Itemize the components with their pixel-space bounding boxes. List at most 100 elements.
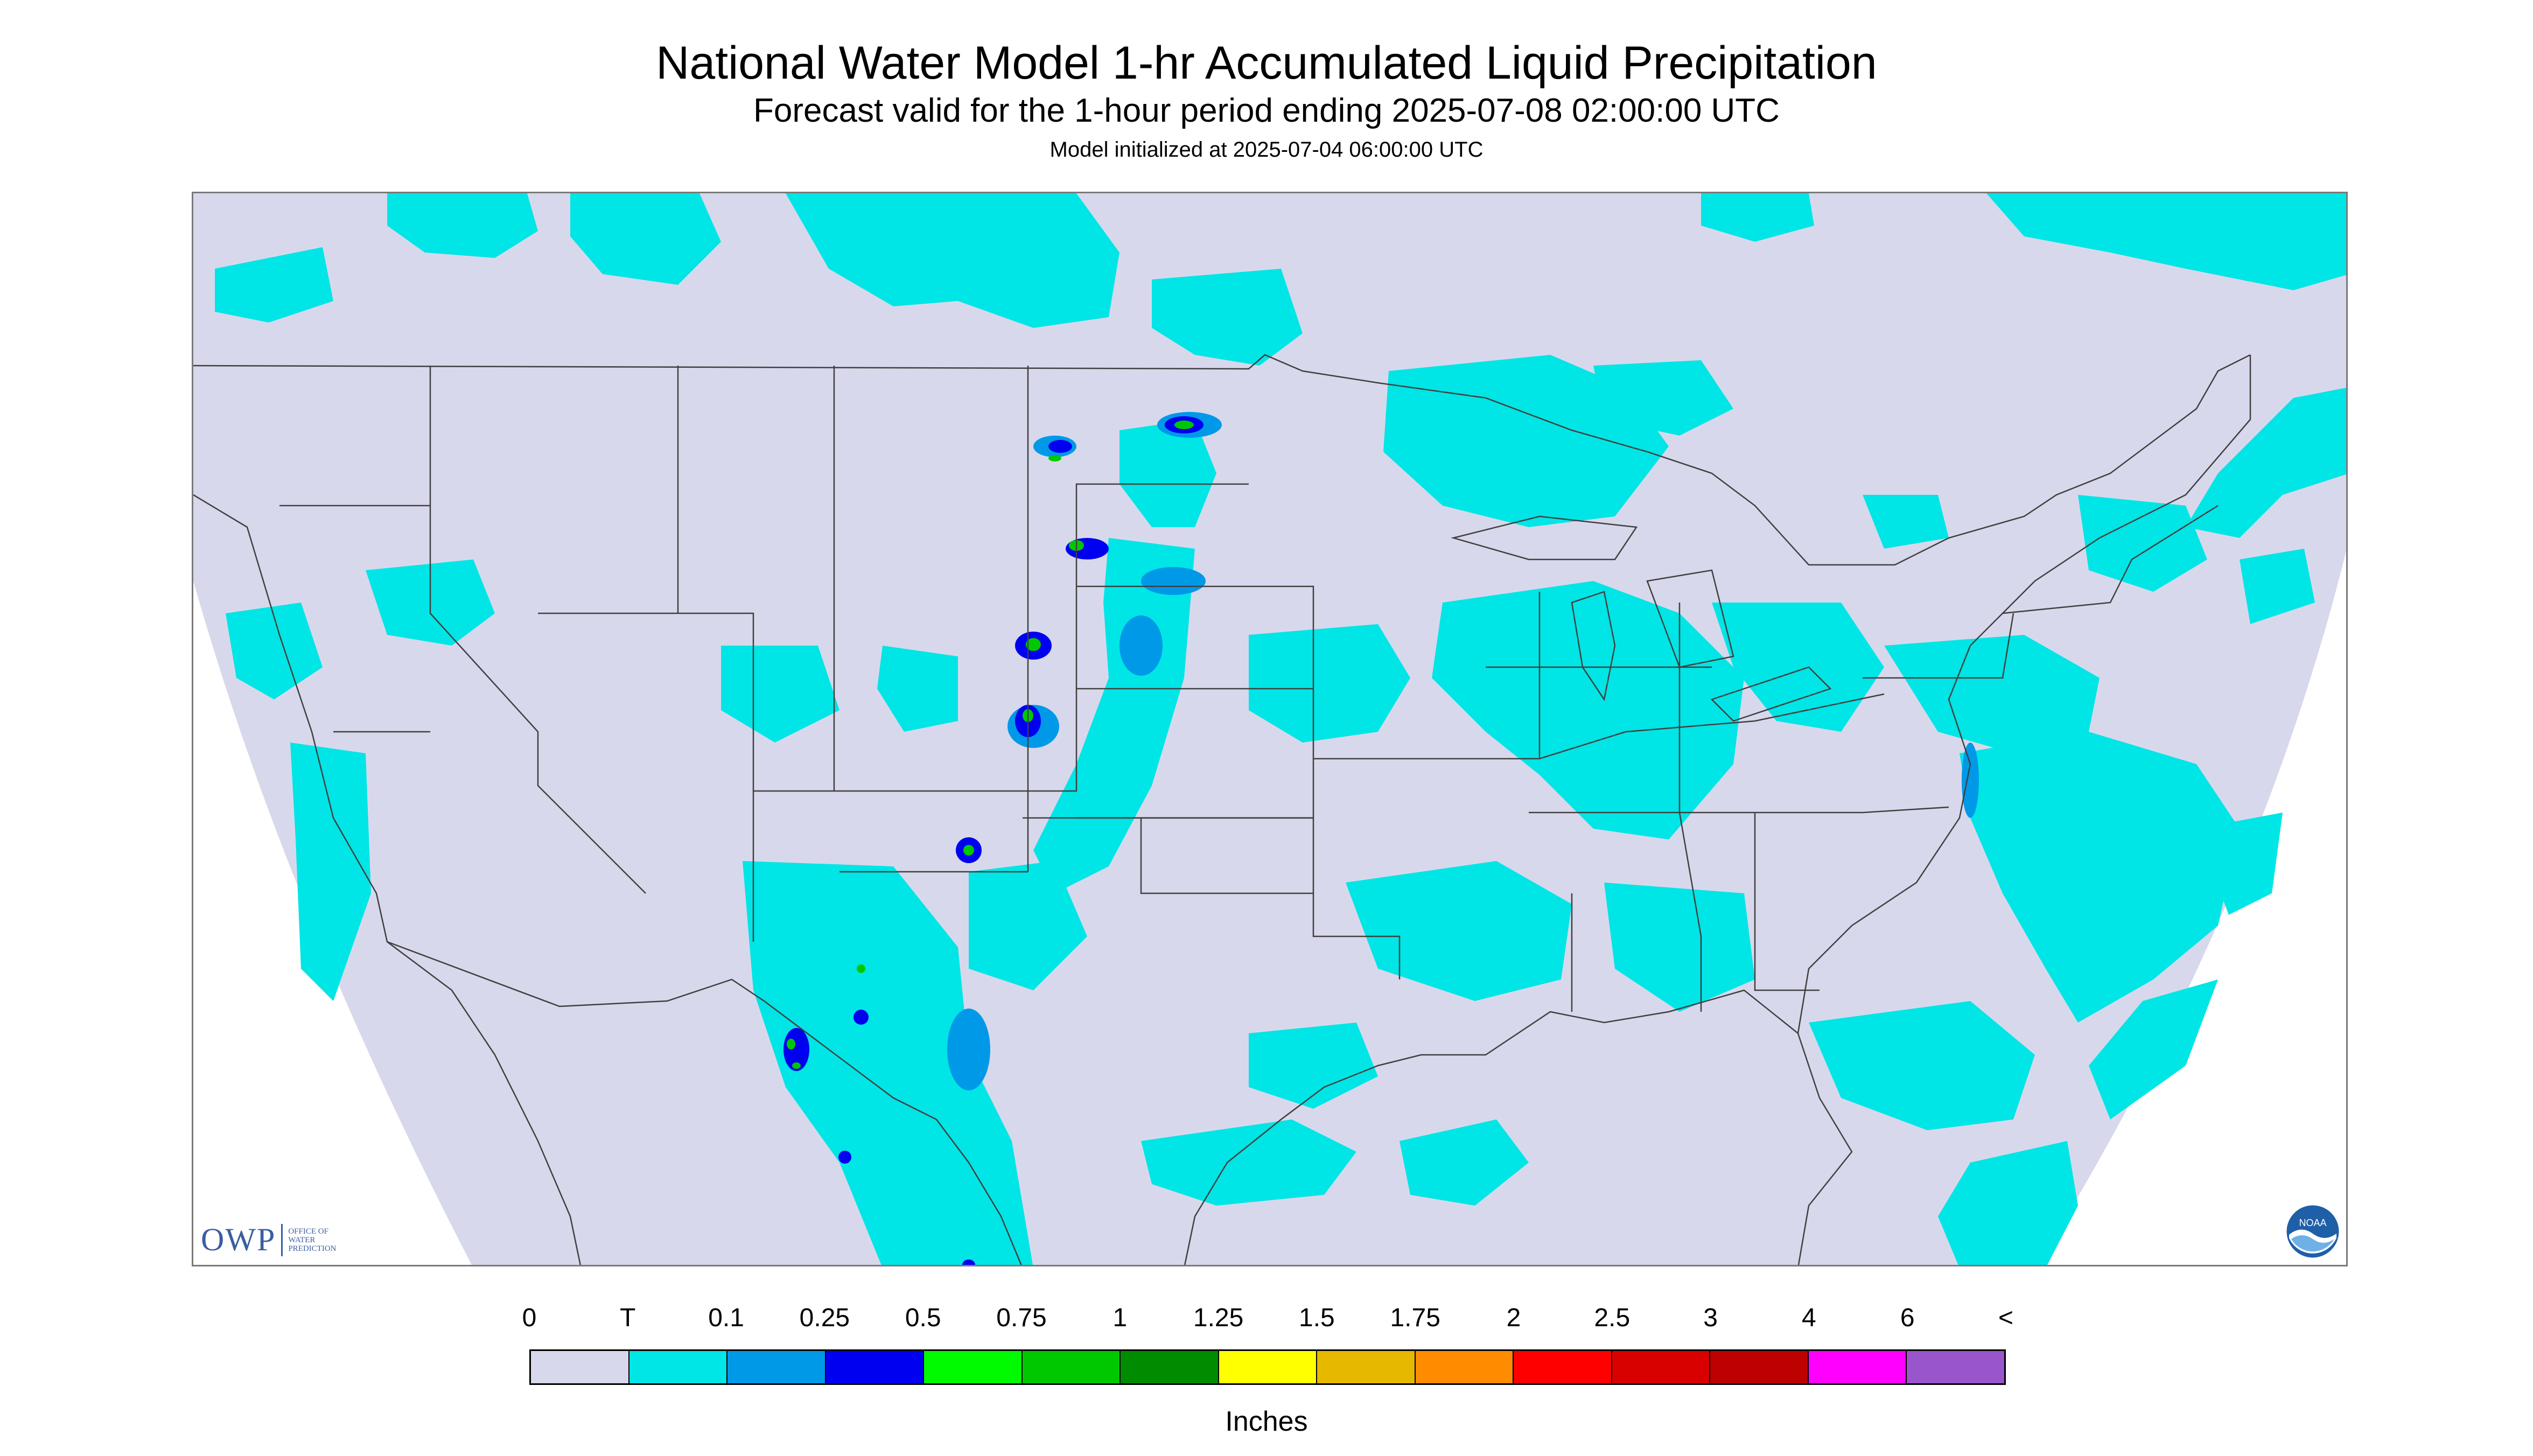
- precipitation-map: OWP OFFICE OF WATER PREDICTION NOAA: [192, 192, 2348, 1266]
- legend-swatch: [531, 1351, 629, 1383]
- state-line: [1313, 693, 1885, 760]
- legend-tick-label: 0.25: [799, 1304, 850, 1332]
- precip-area: [969, 861, 1087, 990]
- legend-tick-label: 1.5: [1299, 1304, 1335, 1332]
- precip-area: [963, 845, 974, 856]
- precip-area: [2240, 549, 2315, 624]
- state-line: [1754, 813, 1820, 991]
- precip-area: [857, 964, 865, 973]
- precip-area: [1119, 419, 1216, 527]
- precip-trace-areas: [215, 193, 2346, 1265]
- precip-area: [215, 247, 333, 323]
- precip-area: [1863, 495, 1949, 549]
- precip-area: [743, 861, 1033, 1265]
- lake-erie: [1710, 666, 1832, 722]
- precip-area: [570, 193, 721, 285]
- legend-swatch: [1317, 1351, 1416, 1383]
- owp-logo-divider: [281, 1223, 283, 1256]
- precip-area: [1141, 1119, 1356, 1206]
- map-canvas: [193, 193, 2346, 1265]
- precip-area: [2089, 979, 2218, 1119]
- precip-area: [1712, 603, 1884, 732]
- precip-area: [2186, 388, 2346, 538]
- precip-area: [1938, 1141, 2078, 1265]
- owp-logo-letters: OWP: [201, 1222, 276, 1257]
- legend-swatch: [1907, 1351, 2004, 1383]
- legend-tick-label: 4: [1802, 1304, 1816, 1332]
- model-init-time: Model initialized at 2025-07-04 06:00:00…: [1049, 138, 1484, 162]
- legend-tick-label: 6: [1900, 1304, 1915, 1332]
- precip-area: [1346, 861, 1572, 1001]
- lake-huron: [1646, 569, 1734, 668]
- legend-units: Inches: [1225, 1406, 1308, 1437]
- precip-area: [1986, 193, 2346, 290]
- precip-area: [1249, 1023, 1378, 1109]
- legend-swatch: [1514, 1351, 1612, 1383]
- state-line: [1863, 613, 2014, 679]
- legend-swatch: [727, 1351, 826, 1383]
- precip-area: [1400, 1119, 1529, 1206]
- legend-tick-label: 0.1: [708, 1304, 744, 1332]
- precip-area: [226, 603, 323, 699]
- coastline-gulf: [1184, 989, 1799, 1265]
- legend-swatch: [924, 1351, 1023, 1383]
- political-boundaries: [193, 354, 2251, 1265]
- precip-area: [1152, 269, 1303, 366]
- precip-area: [1048, 455, 1061, 461]
- legend-swatch: [825, 1351, 925, 1383]
- legend-swatch: [1612, 1351, 1711, 1383]
- legend-swatch: [1219, 1351, 1318, 1383]
- state-line: [1678, 603, 1702, 1012]
- precip-area: [1962, 743, 1979, 818]
- precip-area: [1884, 635, 2100, 753]
- precip-area: [290, 743, 371, 1001]
- precip-area: [1119, 615, 1163, 676]
- state-line: [429, 366, 646, 894]
- state-line: [538, 483, 1249, 792]
- legend-swatch: [1022, 1351, 1121, 1383]
- legend-tick-label: 1.25: [1193, 1304, 1244, 1332]
- lake-michigan: [1571, 591, 1616, 702]
- precip-area: [962, 1259, 975, 1265]
- legend-swatch: [629, 1351, 728, 1383]
- precip-area: [786, 193, 1119, 328]
- precip-area: [783, 1028, 809, 1071]
- legend-tick-label: 1: [1112, 1304, 1128, 1332]
- noaa-logo-icon: NOAA: [2285, 1203, 2341, 1259]
- lake-superior: [1451, 515, 1638, 561]
- great-lakes: [1451, 515, 1832, 722]
- precip-area: [787, 1039, 795, 1049]
- precip-area: [1026, 638, 1041, 651]
- legend-color-bar: [529, 1349, 2006, 1385]
- legend-swatch: [1415, 1351, 1514, 1383]
- coastline-west: [193, 494, 582, 1265]
- state-line: [1023, 817, 1314, 894]
- owp-logo-text: OFFICE OF WATER PREDICTION: [288, 1227, 337, 1253]
- legend-tick-label: 2.5: [1594, 1304, 1631, 1332]
- precip-area: [1960, 732, 2240, 1023]
- precip-area: [387, 193, 538, 258]
- precip-area: [877, 646, 958, 732]
- precip-area: [1174, 421, 1194, 429]
- legend-tick-label: T: [620, 1304, 636, 1332]
- precip-area: [947, 1009, 990, 1090]
- precip-area: [1593, 360, 1733, 436]
- precip-area: [2196, 813, 2283, 915]
- legend-swatch: [1121, 1351, 1219, 1383]
- legend-tick-label: <: [1998, 1304, 2014, 1332]
- legend-tick-label: 0: [522, 1304, 537, 1332]
- precip-area: [1141, 567, 1206, 595]
- map-subtitle: Forecast valid for the 1-hour period end…: [753, 92, 1780, 129]
- owp-logo: OWP OFFICE OF WATER PREDICTION: [201, 1221, 353, 1258]
- precip-area: [1383, 355, 1669, 527]
- legend-tick-label: 0.5: [905, 1304, 941, 1332]
- legend-swatch: [1808, 1351, 1907, 1383]
- state-line: [1312, 893, 1401, 979]
- legend-tick-label: 3: [1703, 1304, 1718, 1332]
- noaa-logo-text: NOAA: [2299, 1217, 2326, 1228]
- us-mexico-border: [387, 941, 1022, 1265]
- precip-area: [2078, 495, 2207, 592]
- legend-tick-label: 0.75: [996, 1304, 1047, 1332]
- precip-area: [1809, 1001, 2035, 1130]
- precip-area: [1701, 193, 1814, 242]
